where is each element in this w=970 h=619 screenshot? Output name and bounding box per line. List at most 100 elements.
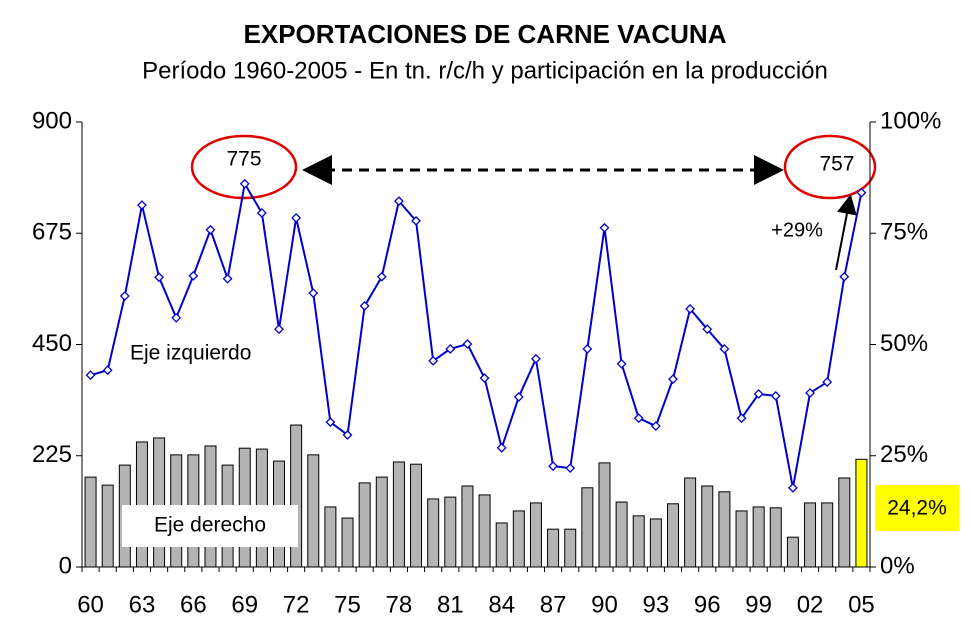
marker xyxy=(102,365,113,376)
marker xyxy=(719,344,730,354)
bar xyxy=(581,487,594,568)
marker xyxy=(376,271,387,282)
x-tick-label: 87 xyxy=(540,591,567,618)
marker xyxy=(565,463,576,474)
marker xyxy=(119,291,130,301)
legend-box xyxy=(122,505,298,547)
marker xyxy=(205,224,216,235)
marker xyxy=(274,324,284,335)
value-label: 24,2% xyxy=(887,497,947,520)
y2-tick-label: 100% xyxy=(880,107,941,134)
bar xyxy=(478,494,491,568)
marker xyxy=(428,355,439,366)
marker xyxy=(805,388,815,398)
marker xyxy=(222,273,233,284)
marker xyxy=(702,324,713,335)
bar xyxy=(564,528,577,568)
marker xyxy=(685,303,696,314)
marker xyxy=(462,339,473,349)
marker xyxy=(291,213,302,223)
marker xyxy=(239,178,250,189)
x-tick-label: 69 xyxy=(231,591,258,618)
marker xyxy=(171,312,182,323)
marker xyxy=(496,442,507,453)
x-tick-label: 93 xyxy=(643,591,670,618)
marker xyxy=(599,222,610,233)
value-label-box xyxy=(875,485,959,531)
bar xyxy=(718,491,731,568)
bar xyxy=(615,501,628,568)
bar xyxy=(735,510,748,568)
x-tick-label: 75 xyxy=(334,591,361,618)
bar xyxy=(752,506,765,568)
marker xyxy=(616,358,627,369)
marker xyxy=(650,421,661,432)
bar xyxy=(392,461,405,568)
x-tick-label: 63 xyxy=(129,591,156,618)
y-tick-label: 675 xyxy=(32,219,72,246)
bar xyxy=(427,498,440,568)
x-tick-label: 90 xyxy=(591,591,618,618)
marker xyxy=(154,272,165,283)
bar xyxy=(769,507,782,568)
marker xyxy=(445,344,456,354)
bar xyxy=(632,515,645,568)
marker xyxy=(770,391,781,401)
bar xyxy=(410,463,423,568)
y-tick-label: 225 xyxy=(32,441,72,468)
bar xyxy=(855,458,868,568)
x-tick-label: 05 xyxy=(848,591,875,618)
bar xyxy=(153,437,166,568)
marker xyxy=(342,430,353,440)
marker xyxy=(393,196,404,207)
y-tick-label: 0 xyxy=(59,552,72,579)
marker xyxy=(359,301,370,311)
marker xyxy=(548,461,559,472)
marker xyxy=(137,200,147,210)
marker xyxy=(633,413,644,424)
marker xyxy=(582,344,593,354)
bar xyxy=(529,502,542,568)
bar xyxy=(358,482,371,568)
marker xyxy=(325,417,336,428)
x-tick-label: 84 xyxy=(488,591,515,618)
marker xyxy=(839,271,850,282)
bar xyxy=(804,502,817,568)
x-tick-label: 02 xyxy=(797,591,824,618)
chart-title: EXPORTACIONES DE CARNE VACUNA xyxy=(244,19,727,49)
y-tick-label: 450 xyxy=(32,330,72,357)
bar xyxy=(375,476,388,568)
legend-label: Eje izquierdo xyxy=(130,342,251,365)
line xyxy=(90,180,863,489)
marker xyxy=(308,288,319,298)
marker xyxy=(188,270,199,281)
y-tick-label: 900 xyxy=(32,107,72,134)
bar xyxy=(649,518,662,568)
legend-label: Eje derecho xyxy=(154,514,266,537)
x-tick-label: 96 xyxy=(694,591,721,618)
highlight-ellipse xyxy=(783,134,877,200)
bar xyxy=(667,503,679,568)
y2-tick-label: 50% xyxy=(880,330,928,357)
bar xyxy=(84,476,97,568)
marker xyxy=(736,413,747,424)
marker xyxy=(822,377,833,387)
bar xyxy=(461,485,474,568)
marker xyxy=(856,187,867,198)
bar xyxy=(786,536,799,568)
x-tick-label: 66 xyxy=(180,591,207,618)
bar xyxy=(101,484,114,568)
marker xyxy=(513,391,524,402)
x-tick-label: 99 xyxy=(745,591,772,618)
y2-tick-label: 0% xyxy=(880,552,915,579)
marker xyxy=(411,215,421,226)
bar xyxy=(341,517,354,568)
y2-tick-label: 75% xyxy=(880,219,928,246)
y2-tick-label: 25% xyxy=(880,441,928,468)
bar xyxy=(495,522,508,568)
value-label: 775 xyxy=(226,148,261,171)
marker xyxy=(256,208,267,218)
annotation: +29% xyxy=(771,219,823,241)
x-tick-label: 81 xyxy=(437,591,464,618)
